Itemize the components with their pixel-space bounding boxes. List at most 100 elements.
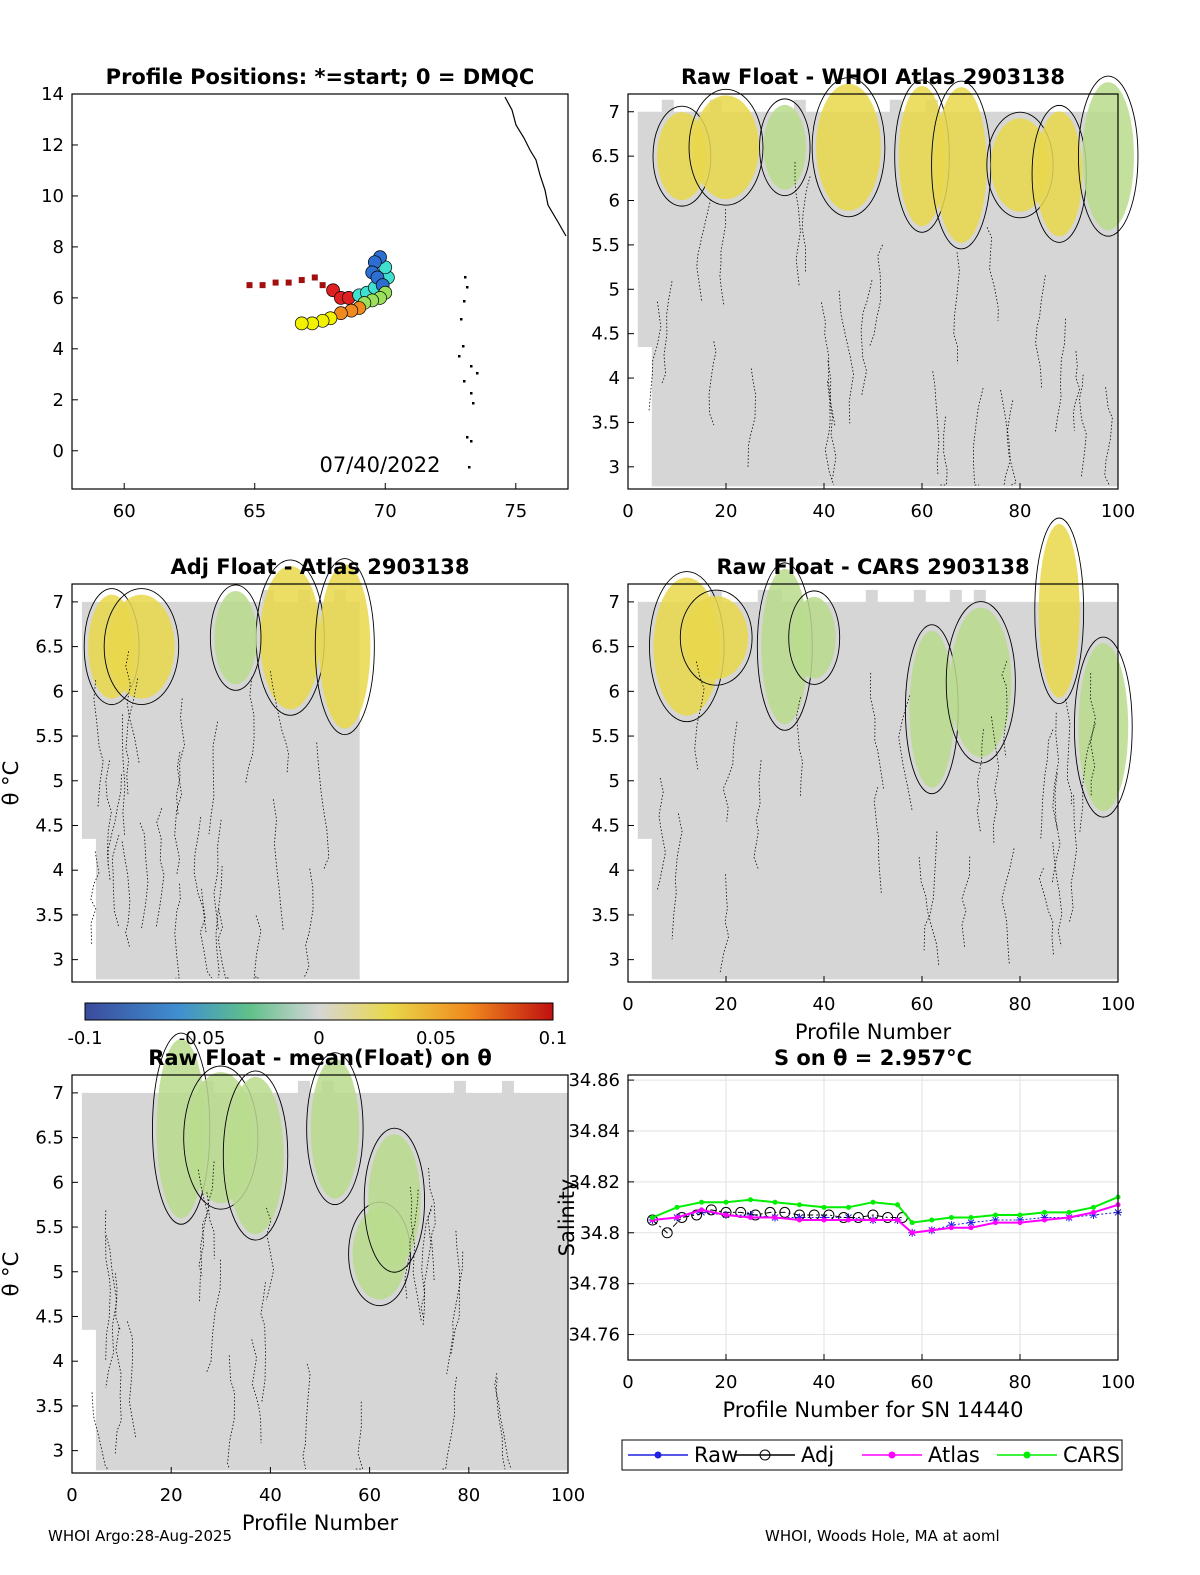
track-marker	[259, 282, 266, 289]
zero-contour	[1052, 842, 1063, 947]
positive-anomaly	[319, 564, 371, 729]
zero-contour	[1079, 723, 1096, 833]
negative-anomaly-contour	[1077, 75, 1139, 237]
zero-contour	[648, 301, 662, 411]
x-tick-label: 100	[1101, 994, 1135, 1015]
data-point-raw	[947, 1221, 956, 1230]
y-axis-label: θ °C	[0, 761, 23, 806]
y-tick-label: 0	[53, 441, 64, 462]
negative-anomaly	[1082, 82, 1134, 231]
island-dot	[458, 355, 461, 358]
positive-anomaly-contour	[688, 88, 764, 206]
zero-contour	[174, 751, 183, 876]
data-point-adj	[705, 1204, 717, 1216]
heatmap-5	[81, 1032, 569, 1471]
zero-contour	[114, 1327, 122, 1454]
zero-contour	[404, 1189, 419, 1301]
data-point-raw	[1089, 1210, 1098, 1219]
data-point-adj	[661, 1227, 673, 1239]
y-tick-label: 14	[41, 84, 64, 105]
x-axis-label: Profile Number for SN 14440	[722, 1398, 1023, 1422]
zero-contour	[976, 729, 984, 833]
zero-contour	[1104, 387, 1113, 486]
y-tick-label: 7	[53, 1083, 64, 1104]
y-axis-label: Salinity	[555, 1179, 579, 1257]
axes-frame-0	[71, 93, 569, 490]
zero-contour	[1072, 351, 1081, 431]
y-tick-label: 12	[41, 135, 64, 156]
zero-contour	[450, 1230, 460, 1355]
zero-contour	[838, 290, 854, 424]
zero-contour	[1001, 660, 1008, 758]
zero-contour	[174, 883, 181, 979]
zero-contour	[355, 1401, 364, 1470]
zero-contour	[193, 816, 207, 934]
zero-contour	[696, 199, 712, 301]
colorbar	[84, 1002, 554, 1021]
zero-contour	[1006, 400, 1017, 486]
data-point-adj	[691, 1209, 703, 1221]
track-marker	[319, 282, 326, 289]
data-point-cars	[674, 1204, 680, 1210]
positive-anomaly	[260, 565, 321, 710]
data-point-adj	[749, 1209, 761, 1221]
legend-label: Raw	[694, 1443, 738, 1467]
y-tick-label: 6.5	[35, 637, 64, 658]
negative-anomaly	[214, 590, 257, 685]
axes-frame-1	[627, 93, 1119, 490]
x-tick-label: 80	[1009, 994, 1032, 1015]
data-point-raw	[967, 1218, 975, 1227]
axes-frame-3	[627, 583, 1119, 983]
zero-contour	[991, 716, 1000, 845]
zero-contour	[961, 856, 971, 947]
x-axis-label: Profile Number	[795, 1020, 952, 1044]
data-point-raw	[697, 1208, 706, 1217]
y-tick-label: 7	[609, 592, 620, 613]
coastline	[504, 96, 567, 237]
y-tick-label: 6	[609, 191, 620, 212]
zero-contour	[1090, 673, 1096, 796]
data-point-cars	[1017, 1212, 1023, 1218]
chart-title: Profile Positions: *=start; 0 = DMQC	[106, 65, 535, 89]
zero-contour	[794, 161, 801, 286]
colorbar-tick-label: -0.1	[67, 1028, 102, 1049]
data-point-atlas	[895, 1217, 900, 1223]
island-dot	[470, 440, 473, 443]
zero-contour	[125, 678, 139, 796]
zero-contour	[121, 714, 126, 836]
chart-title: Raw Float - mean(Float) on θ	[148, 1046, 492, 1070]
y-tick-label: 34.76	[568, 1325, 620, 1346]
zero-contour	[422, 1205, 433, 1326]
data-point-raw	[1040, 1213, 1049, 1222]
zero-contour	[206, 1259, 221, 1373]
data-point-atlas	[968, 1225, 974, 1231]
zero-contour	[1040, 729, 1054, 839]
legend-marker	[888, 1451, 896, 1459]
positive-anomaly	[108, 594, 175, 699]
negative-anomaly	[792, 596, 836, 679]
zero-contour	[671, 813, 683, 940]
island-dot	[476, 372, 479, 375]
zero-contour	[245, 677, 255, 784]
track-marker	[285, 279, 292, 286]
positive-anomaly	[990, 118, 1050, 212]
x-tick-label: 60	[911, 994, 934, 1015]
zero-contour	[796, 697, 803, 797]
data-point-cars	[909, 1220, 915, 1226]
footer-right: WHOI, Woods Hole, MA at aoml	[765, 1527, 1000, 1545]
data-point-atlas	[748, 1215, 753, 1220]
zero-contour	[302, 1363, 311, 1470]
y-tick-label: 4	[53, 1351, 64, 1372]
zero-contour	[316, 742, 330, 869]
data-point-adj	[838, 1212, 850, 1223]
colorbar-tick-label: 0	[313, 1028, 324, 1049]
section-fill	[637, 99, 1118, 487]
data-point-cars	[699, 1199, 704, 1205]
zero-contour	[1068, 795, 1078, 924]
y-tick-label: 5	[609, 771, 620, 792]
island-dot	[462, 345, 465, 348]
legend-marker	[654, 1451, 662, 1459]
legend-label: Adj	[801, 1443, 834, 1467]
x-tick-label: 80	[1009, 501, 1032, 522]
